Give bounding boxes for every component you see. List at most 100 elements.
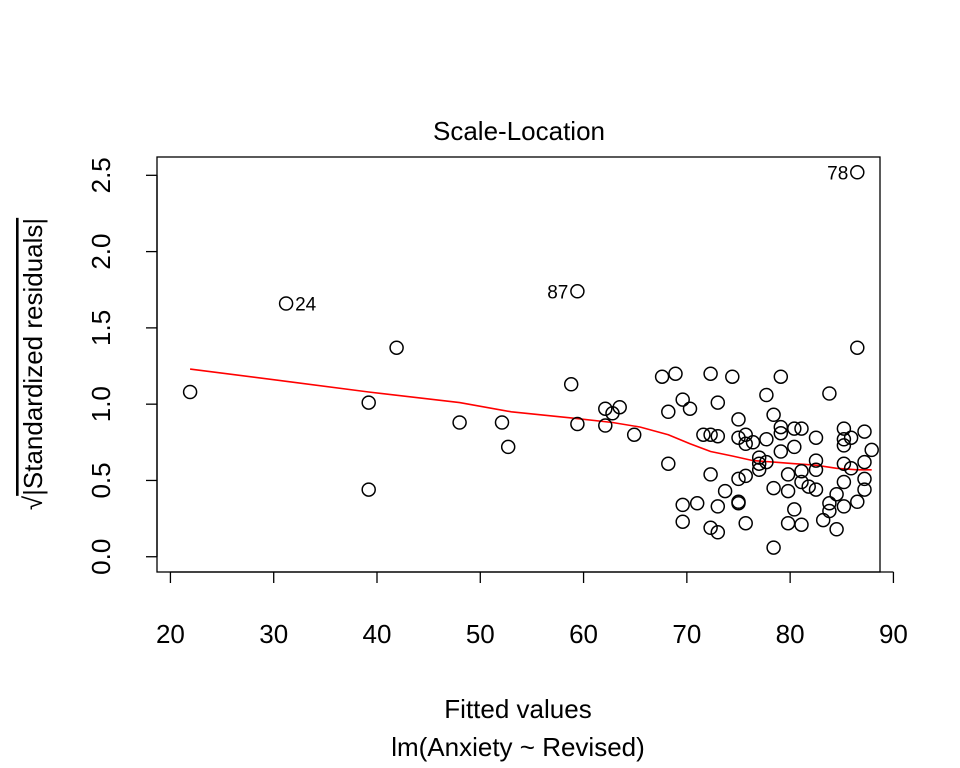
data-point	[703, 366, 718, 381]
x-tick-label: 80	[776, 619, 805, 649]
data-point	[751, 462, 767, 478]
data-point	[738, 468, 753, 484]
data-point	[857, 454, 872, 470]
data-point	[182, 384, 198, 400]
y-tick-label: 0.0	[86, 539, 116, 575]
data-point	[626, 427, 642, 442]
data-point	[759, 387, 774, 403]
x-axis-label: Fitted values	[444, 694, 591, 724]
data-point	[794, 464, 809, 479]
data-point	[668, 366, 683, 381]
data-point	[689, 496, 705, 511]
data-point	[661, 456, 676, 471]
y-axis: 0.0 0.5 1.0 1.5 2.0 2.5	[86, 157, 158, 575]
plot-title: Scale-Location	[433, 116, 605, 146]
data-point	[773, 425, 789, 441]
x-tick-label: 30	[259, 619, 288, 649]
data-point	[822, 496, 837, 511]
data-point	[751, 450, 767, 465]
data-point	[703, 520, 718, 536]
data-point	[801, 479, 816, 494]
data-point	[278, 296, 294, 311]
data-point	[563, 377, 579, 392]
data-point	[794, 421, 809, 436]
data-point	[829, 522, 844, 537]
data-point	[773, 369, 789, 384]
data-point	[745, 435, 761, 450]
smoother-line	[189, 368, 872, 471]
data-point	[731, 412, 746, 427]
data-point	[787, 421, 802, 436]
data-point	[682, 401, 698, 416]
data-point	[822, 386, 837, 401]
data-point	[850, 494, 865, 510]
data-point	[661, 404, 676, 420]
data-point	[570, 284, 585, 299]
data-point	[808, 453, 824, 468]
data-point	[780, 483, 796, 499]
data-point	[452, 415, 467, 430]
data-point	[850, 165, 865, 180]
data-point	[654, 369, 670, 384]
data-point	[822, 503, 837, 519]
data-point	[731, 496, 746, 511]
x-tick-label: 60	[569, 619, 598, 649]
x-tick-label: 40	[363, 619, 392, 649]
lowess-smoother	[189, 368, 872, 471]
data-point	[836, 438, 852, 453]
data-point	[710, 499, 726, 514]
data-point	[808, 462, 824, 478]
data-point	[829, 486, 844, 502]
data-point	[857, 482, 872, 497]
y-axis-label-radical: √	[18, 495, 48, 510]
y-tick-label: 2.5	[86, 157, 116, 193]
data-point	[780, 467, 796, 482]
data-point	[864, 442, 879, 458]
data-point	[725, 369, 740, 384]
data-point	[703, 467, 718, 482]
data-point	[759, 432, 774, 447]
data-point	[598, 401, 613, 416]
data-point	[808, 430, 824, 445]
y-tick-label: 2.0	[86, 234, 116, 270]
data-point	[598, 418, 613, 433]
data-point	[361, 482, 376, 497]
y-tick-label: 1.5	[86, 310, 116, 346]
data-point	[766, 480, 781, 496]
data-point	[494, 415, 510, 430]
data-point	[766, 540, 781, 555]
data-point	[738, 436, 753, 452]
x-tick-label: 90	[879, 619, 908, 649]
data-point	[787, 502, 802, 517]
data-point	[836, 499, 852, 514]
data-point	[857, 424, 872, 439]
x-tick-label: 50	[466, 619, 495, 649]
y-axis-label-text: |Standardized residuals|	[18, 218, 48, 496]
data-point	[738, 427, 753, 442]
x-tick-label: 70	[672, 619, 701, 649]
data-point	[751, 456, 767, 471]
data-point	[738, 515, 753, 531]
data-point	[836, 421, 852, 436]
outlier-label: 78	[827, 163, 848, 184]
x-tick-label: 20	[156, 619, 185, 649]
data-point	[836, 432, 852, 447]
data-point	[836, 456, 852, 471]
data-point	[850, 340, 865, 355]
data-point	[731, 471, 746, 487]
data-point	[766, 407, 781, 423]
outlier-labels: 24 87 78	[295, 163, 848, 315]
data-point	[675, 514, 690, 529]
data-point	[389, 340, 404, 355]
data-point	[843, 461, 859, 476]
y-tick-label: 0.5	[86, 462, 116, 498]
data-point	[808, 482, 824, 497]
data-point	[710, 428, 726, 444]
data-point	[759, 454, 774, 470]
data-point	[836, 474, 852, 490]
data-point	[696, 427, 711, 442]
data-point	[710, 525, 726, 540]
y-tick-label: 1.0	[86, 386, 116, 422]
data-point	[703, 427, 718, 442]
